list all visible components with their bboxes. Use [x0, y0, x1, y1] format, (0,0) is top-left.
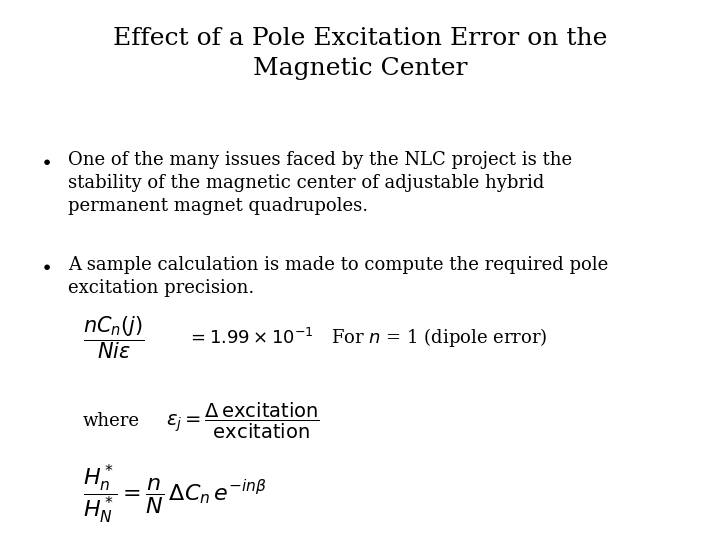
Text: $\varepsilon_j = \dfrac{\Delta\,\mathrm{excitation}}{\mathrm{excitation}}$: $\varepsilon_j = \dfrac{\Delta\,\mathrm{… — [166, 401, 320, 441]
Text: One of the many issues faced by the NLC project is the
stability of the magnetic: One of the many issues faced by the NLC … — [68, 151, 572, 215]
Text: $\dfrac{H_n^*}{H_N^*} = \dfrac{n}{N}\,\Delta C_n\, e^{-in\beta}$: $\dfrac{H_n^*}{H_N^*} = \dfrac{n}{N}\,\D… — [83, 462, 267, 526]
Text: $\bullet$: $\bullet$ — [40, 151, 50, 170]
Text: $\dfrac{nC_n(j)}{Ni\varepsilon}$: $\dfrac{nC_n(j)}{Ni\varepsilon}$ — [83, 314, 145, 361]
Text: $\bullet$: $\bullet$ — [40, 256, 50, 275]
Text: A sample calculation is made to compute the required pole
excitation precision.: A sample calculation is made to compute … — [68, 256, 608, 298]
Text: $= 1.99\times 10^{-1}$: $= 1.99\times 10^{-1}$ — [187, 327, 314, 348]
Text: where: where — [83, 412, 140, 430]
Text: Effect of a Pole Excitation Error on the
Magnetic Center: Effect of a Pole Excitation Error on the… — [113, 27, 607, 80]
Text: For $n$ = 1 (dipole error): For $n$ = 1 (dipole error) — [331, 326, 548, 349]
